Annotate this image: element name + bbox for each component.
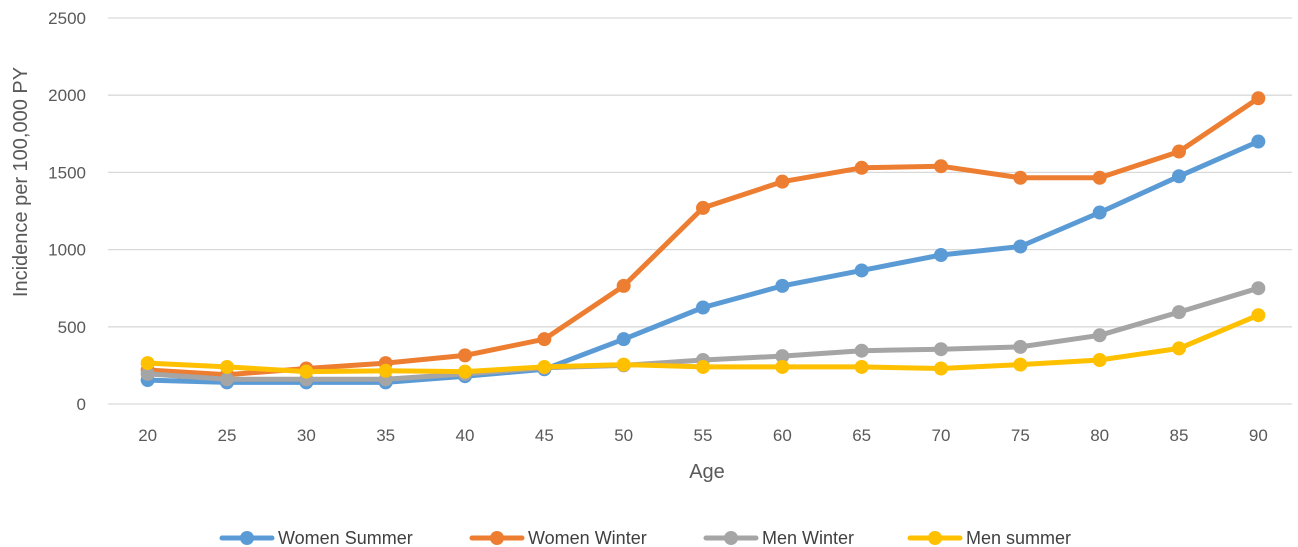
data-point — [934, 342, 948, 357]
y-tick-label: 2500 — [48, 9, 86, 28]
data-point — [378, 363, 393, 378]
data-point — [854, 160, 869, 175]
legend-swatch-marker — [490, 531, 504, 545]
x-tick-label: 80 — [1090, 426, 1109, 445]
data-point — [1092, 328, 1107, 343]
data-point — [458, 364, 472, 379]
data-point — [1251, 281, 1266, 296]
data-point — [1172, 169, 1186, 184]
y-tick-label: 500 — [58, 318, 86, 337]
x-tick-label: 70 — [932, 426, 951, 445]
x-tick-label: 50 — [614, 426, 633, 445]
x-axis-label: Age — [689, 461, 725, 483]
gridlines — [108, 17, 1292, 328]
data-point — [1172, 305, 1186, 320]
x-tick-label: 25 — [218, 426, 237, 445]
data-point — [220, 359, 234, 374]
x-tick-label: 90 — [1249, 426, 1268, 445]
data-point — [1092, 170, 1107, 185]
data-point — [1251, 134, 1266, 149]
data-point — [775, 359, 790, 374]
y-axis-label: Incidence per 100,000 PY — [10, 67, 32, 297]
data-point — [299, 364, 314, 379]
data-point — [775, 174, 790, 189]
data-point — [537, 359, 552, 374]
data-point — [854, 359, 869, 374]
data-point — [854, 343, 869, 358]
data-point — [1251, 91, 1266, 106]
data-point — [1013, 339, 1028, 354]
legend-item: Women Summer — [219, 528, 413, 547]
x-tick-label: 65 — [852, 426, 871, 445]
data-point — [934, 361, 948, 376]
y-axis-ticks: 0 500 1000 1500 2000 2500 — [48, 9, 86, 414]
data-point — [775, 349, 790, 364]
data-point — [1013, 357, 1028, 372]
data-point — [1013, 239, 1028, 254]
legend-swatch-marker — [240, 531, 254, 545]
x-tick-label: 30 — [297, 426, 316, 445]
legend: Women Summer Women Winter Men Winter Men su… — [219, 528, 1071, 547]
x-tick-label: 35 — [376, 426, 395, 445]
legend-item: Men Winter — [703, 528, 854, 547]
x-tick-label: 40 — [456, 426, 475, 445]
series-men-summer — [140, 308, 1266, 379]
legend-label: Men summer — [966, 528, 1071, 547]
data-point — [1251, 308, 1266, 323]
data-point — [616, 332, 631, 347]
legend-label: Women Summer — [278, 528, 413, 547]
x-tick-label: 20 — [138, 426, 157, 445]
data-point — [696, 359, 710, 374]
legend-label: Women Winter — [528, 528, 647, 547]
legend-item: Women Winter — [469, 528, 647, 547]
data-point — [616, 278, 631, 293]
data-point — [1092, 352, 1107, 367]
series-line — [145, 95, 1261, 378]
legend-label: Men Winter — [762, 528, 854, 547]
x-tick-label: 55 — [694, 426, 713, 445]
y-tick-label: 1500 — [48, 163, 86, 182]
data-point — [1092, 205, 1107, 220]
data-point — [1172, 144, 1186, 159]
legend-swatch-marker — [724, 531, 738, 545]
y-tick-label: 0 — [77, 395, 86, 414]
data-point — [934, 248, 948, 263]
y-tick-label: 1000 — [48, 241, 86, 260]
series-layer — [140, 91, 1266, 390]
data-point — [537, 332, 552, 347]
data-point — [934, 159, 948, 174]
x-tick-label: 60 — [773, 426, 792, 445]
y-tick-label: 2000 — [48, 86, 86, 105]
data-point — [616, 357, 631, 372]
data-point — [696, 200, 710, 215]
data-point — [458, 348, 472, 363]
x-axis-ticks: 20 25 30 35 40 45 50 55 60 65 70 75 80 85 90 — [138, 426, 1268, 445]
x-tick-label: 85 — [1170, 426, 1189, 445]
x-tick-label: 75 — [1011, 426, 1030, 445]
data-point — [140, 356, 155, 371]
data-point — [220, 372, 234, 387]
data-point — [696, 300, 710, 315]
data-point — [1013, 170, 1028, 185]
data-point — [1172, 341, 1186, 356]
x-tick-label: 45 — [535, 426, 554, 445]
legend-item: Men summer — [907, 528, 1071, 547]
data-point — [854, 263, 869, 278]
legend-swatch-marker — [928, 531, 942, 545]
data-point — [140, 366, 155, 381]
data-point — [775, 278, 790, 293]
